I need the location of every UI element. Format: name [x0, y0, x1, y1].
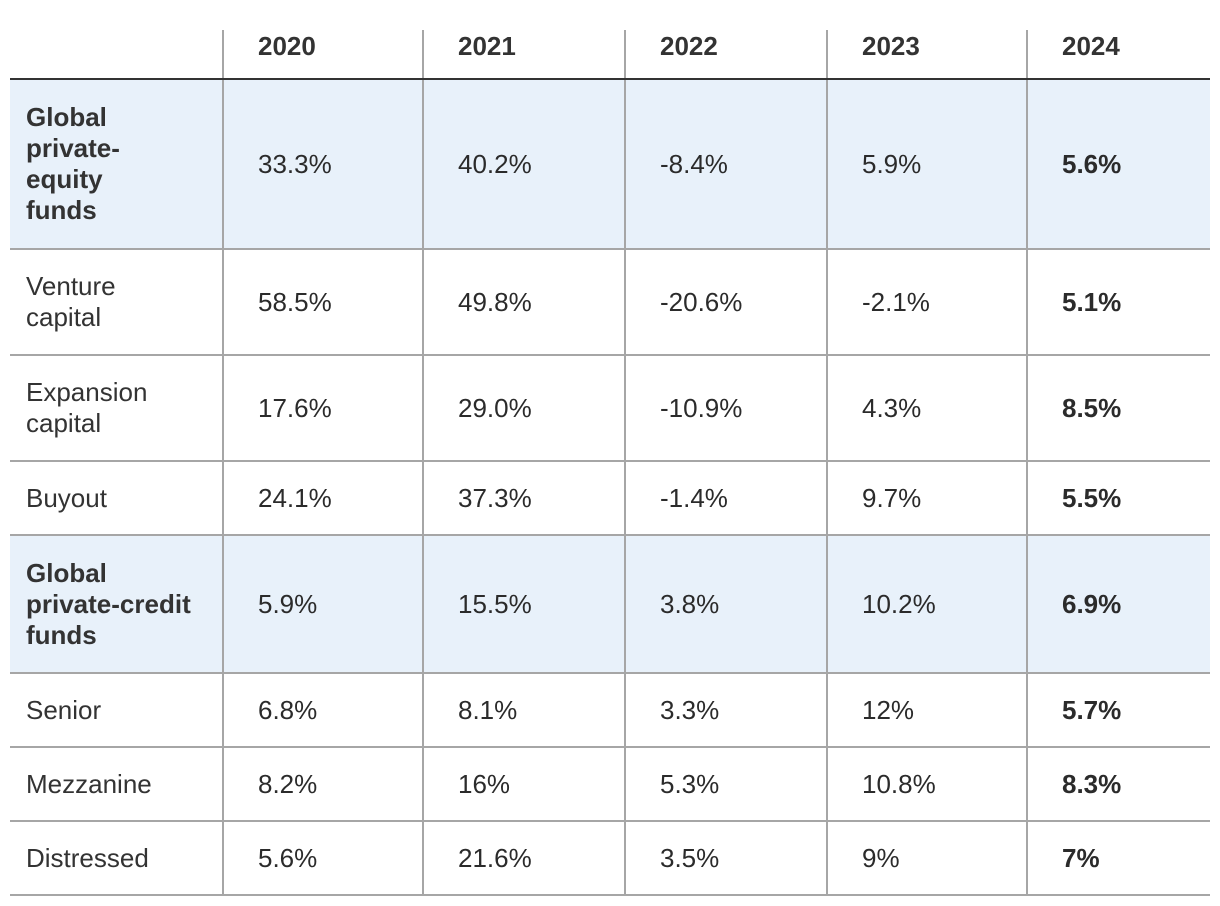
table-row: Expansion capital 17.6% 29.0% -10.9% 4.3% 8.5… — [10, 355, 1210, 462]
value-cell: 58.5% — [222, 249, 423, 356]
value-cell: -8.4% — [624, 79, 827, 250]
value-cell: -1.4% — [624, 461, 827, 536]
header-cell-0 — [10, 30, 223, 80]
row-label-text: Senior — [26, 694, 102, 725]
table-row: Distressed 5.6% 21.6% 3.5% 9% 7% — [10, 821, 1210, 896]
value-cell: 15.5% — [422, 535, 625, 674]
value-cell: 24.1% — [222, 461, 423, 536]
value-cell: 7% — [1026, 821, 1210, 896]
value-cell: 4.3% — [826, 355, 1027, 462]
value-cell: 8.5% — [1026, 355, 1210, 462]
row-label: Senior — [10, 673, 223, 748]
row-label-text: Global private-equity funds — [26, 102, 120, 225]
table-row: Buyout 24.1% 37.3% -1.4% 9.7% 5.5% — [10, 461, 1210, 536]
row-label: Expansion capital — [10, 355, 223, 462]
value-cell: 9% — [826, 821, 1027, 896]
row-label: Global private-credit funds — [10, 535, 223, 674]
value-cell: 12% — [826, 673, 1027, 748]
row-label-text: Venture capital — [26, 271, 116, 332]
row-label: Distressed — [10, 821, 223, 896]
header-row: 2020 2021 2022 2023 2024 — [10, 30, 1210, 80]
value-cell: 8.2% — [222, 747, 423, 822]
value-cell: 40.2% — [422, 79, 625, 250]
value-cell: 6.9% — [1026, 535, 1210, 674]
value-cell: 5.6% — [222, 821, 423, 896]
value-cell: 10.2% — [826, 535, 1027, 674]
value-cell: -20.6% — [624, 249, 827, 356]
value-cell: 8.3% — [1026, 747, 1210, 822]
value-cell: 9.7% — [826, 461, 1027, 536]
value-cell: 49.8% — [422, 249, 625, 356]
row-label: Global private-equity funds — [10, 79, 223, 250]
value-cell: 5.9% — [222, 535, 423, 674]
header-cell-3: 2022 — [624, 30, 827, 80]
table-row: Global private-equity funds 33.3% 40.2% -8.… — [10, 79, 1210, 250]
value-cell: 21.6% — [422, 821, 625, 896]
value-cell: 5.5% — [1026, 461, 1210, 536]
value-cell: 6.8% — [222, 673, 423, 748]
value-cell: 29.0% — [422, 355, 625, 462]
value-cell: 37.3% — [422, 461, 625, 536]
table-row: Venture capital 58.5% 49.8% -20.6% -2.1% 5.1% — [10, 249, 1210, 356]
value-cell: 5.6% — [1026, 79, 1210, 250]
table-row: Global private-credit funds 5.9% 15.5% 3.8%… — [10, 535, 1210, 674]
row-label: Mezzanine — [10, 747, 223, 822]
value-cell: 8.1% — [422, 673, 625, 748]
value-cell: 5.7% — [1026, 673, 1210, 748]
value-cell: 33.3% — [222, 79, 423, 250]
row-label: Venture capital — [10, 249, 223, 356]
value-cell: -10.9% — [624, 355, 827, 462]
table-row: Senior 6.8% 8.1% 3.3% 12% 5.7% — [10, 673, 1210, 748]
value-cell: 3.8% — [624, 535, 827, 674]
value-cell: 5.1% — [1026, 249, 1210, 356]
value-cell: -2.1% — [826, 249, 1027, 356]
value-cell: 17.6% — [222, 355, 423, 462]
value-cell: 16% — [422, 747, 625, 822]
row-label-text: Global private-credit funds — [26, 557, 191, 650]
value-cell: 3.5% — [624, 821, 827, 896]
returns-table: 2020 2021 2022 2023 2024 Global private-… — [10, 30, 1210, 896]
value-cell: 3.3% — [624, 673, 827, 748]
value-cell: 5.9% — [826, 79, 1027, 250]
header-cell-5: 2024 — [1026, 30, 1210, 80]
row-label-text: Mezzanine — [26, 768, 152, 799]
row-label: Buyout — [10, 461, 223, 536]
header-cell-4: 2023 — [826, 30, 1027, 80]
value-cell: 10.8% — [826, 747, 1027, 822]
header-cell-1: 2020 — [222, 30, 423, 80]
row-label-text: Expansion capital — [26, 377, 148, 438]
header-cell-2: 2021 — [422, 30, 625, 80]
value-cell: 5.3% — [624, 747, 827, 822]
row-label-text: Distressed — [26, 842, 149, 873]
row-label-text: Buyout — [26, 482, 107, 513]
table-row: Mezzanine 8.2% 16% 5.3% 10.8% 8.3% — [10, 747, 1210, 822]
